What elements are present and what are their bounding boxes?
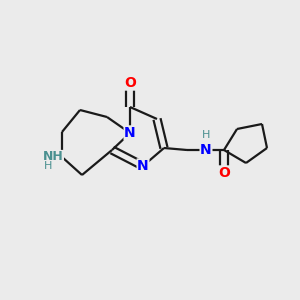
Text: N: N bbox=[200, 143, 212, 157]
Text: H: H bbox=[202, 130, 210, 140]
Text: N: N bbox=[137, 159, 149, 173]
Text: NH: NH bbox=[43, 151, 63, 164]
Text: N: N bbox=[124, 126, 136, 140]
Text: H: H bbox=[44, 161, 53, 171]
Text: O: O bbox=[218, 166, 230, 180]
Text: O: O bbox=[124, 76, 136, 90]
